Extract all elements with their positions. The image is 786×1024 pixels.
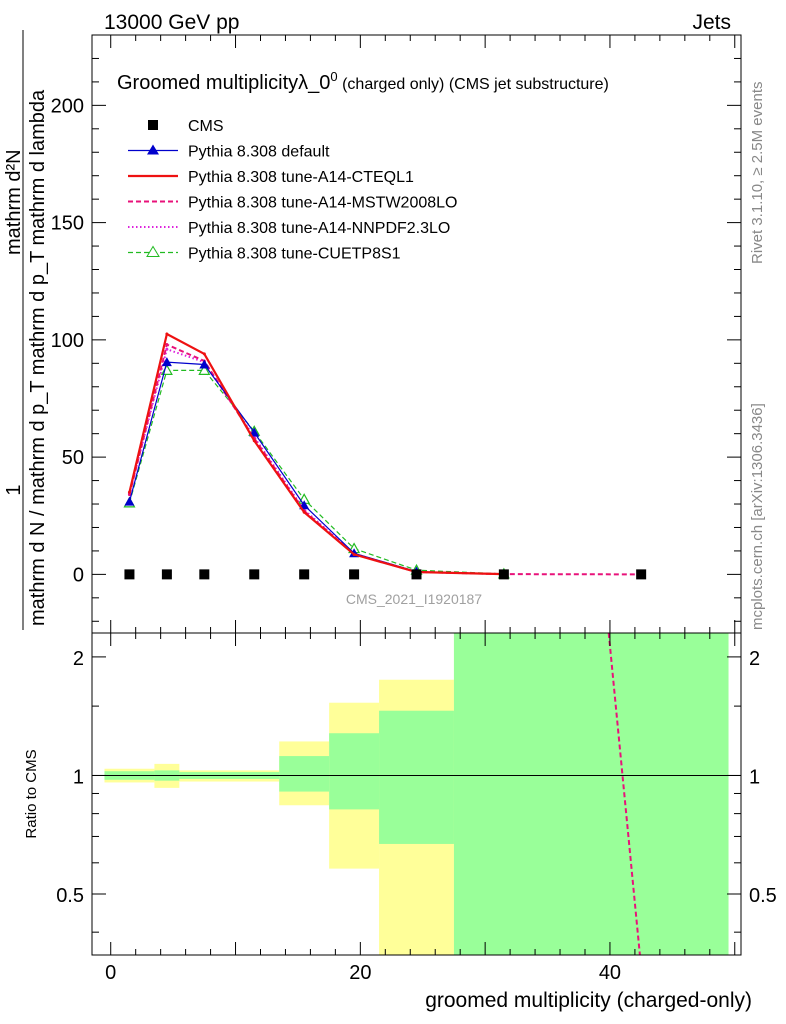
ratio-line-mstw <box>607 632 641 956</box>
series-line-cteql1 <box>128 332 504 576</box>
ratio-y-tick-label-right: 1 <box>749 766 760 788</box>
data-point-cms <box>636 569 647 580</box>
ratio-y-tick-label-right: 2 <box>749 648 760 670</box>
legend-label-nnpdf: Pythia 8.308 tune-A14-NNPDF2.3LO <box>188 220 450 237</box>
legend-label-cms: CMS <box>188 118 224 135</box>
y-tick-label: 100 <box>51 330 84 352</box>
legend-label-cuetp8s1: Pythia 8.308 tune-CUETP8S1 <box>188 246 401 263</box>
legend-label-cteql1: Pythia 8.308 tune-A14-CTEQL1 <box>188 169 414 186</box>
data-point-cms <box>349 569 360 580</box>
data-point-cteql1 <box>165 332 169 336</box>
data-point-cteql1 <box>127 490 131 494</box>
ratio-band-green <box>379 710 454 844</box>
x-tick-label: 20 <box>349 962 371 984</box>
plot-title-sup: 0 <box>330 69 337 84</box>
ylabel-top: mathrm d²N <box>3 149 25 255</box>
data-point-cms <box>498 569 509 580</box>
data-point-default <box>161 357 172 367</box>
ratio-band-green <box>453 633 729 955</box>
x-tick-label: 40 <box>599 962 621 984</box>
data-point-cteql1 <box>202 352 206 356</box>
svg-text:Groomed multiplicityλ_00 (char: Groomed multiplicityλ_00 (charged only) … <box>117 69 609 94</box>
series-line-default <box>128 361 504 575</box>
ratio-y-tick-label-left: 2 <box>73 648 84 670</box>
main-plot-panel: CMS_2021_I1920187 0 50 100 150 200 <box>51 34 742 634</box>
ratio-y-tick-label-left: 1 <box>73 766 84 788</box>
legend-marker-default <box>147 144 159 155</box>
x-tick-label: 0 <box>105 962 116 984</box>
rivet-version-label: Rivet 3.1.10, ≥ 2.5M events <box>749 82 766 265</box>
data-point-cms <box>124 569 135 580</box>
legend-label-mstw: Pythia 8.308 tune-A14-MSTW2008LO <box>188 195 457 212</box>
ylabel-numerator: 1 <box>3 484 25 495</box>
ratio-plot-frame <box>91 632 742 956</box>
ratio-band-green <box>279 756 330 792</box>
series-line-nnpdf <box>128 347 504 576</box>
data-point-cteql1 <box>252 439 256 443</box>
y-tick-label: 200 <box>51 95 84 117</box>
ylabel-denominator: mathrm d N / mathrm d p_T mathrm d p_T m… <box>27 89 49 626</box>
data-point-cuetp8s1 <box>198 364 211 375</box>
ratio-y-tick-label-right: 0.5 <box>749 885 777 907</box>
data-point-cteql1 <box>302 510 306 514</box>
y-tick-label: 0 <box>73 564 84 586</box>
x-axis-label: groomed multiplicity (charged-only) <box>425 989 752 1012</box>
series-line-mstw <box>128 343 642 576</box>
series-line-cuetp8s1 <box>128 369 504 575</box>
y-tick-label: 150 <box>51 213 84 235</box>
ratio-band-green <box>329 733 380 810</box>
header-left-label: 13000 GeV pp <box>104 11 239 34</box>
data-point-cms <box>249 569 260 580</box>
data-point-cms <box>161 569 172 580</box>
ratio-ylabel: Ratio to CMS <box>23 749 40 838</box>
data-point-default <box>124 496 135 506</box>
data-point-cms <box>411 569 422 580</box>
data-point-default <box>199 359 210 369</box>
watermark-label: CMS_2021_I1920187 <box>346 591 482 607</box>
legend-marker-cms <box>148 120 158 130</box>
ratio-plot-panel: 0.5 0.51 12 20 20 40 <box>56 632 777 984</box>
mcplots-label: mcplots.cern.ch [arXiv:1306.3436] <box>749 403 766 630</box>
plot-title-suffix: (charged only) (CMS jet substructure) <box>338 76 609 93</box>
plot-title-main: Groomed multiplicityλ_0 <box>117 72 330 94</box>
ratio-y-tick-label-left: 0.5 <box>56 885 84 907</box>
data-point-mstw <box>127 493 131 497</box>
legend-marker-cuetp8s1 <box>146 245 160 257</box>
data-point-cms <box>299 569 310 580</box>
chart-legend: CMS Pythia 8.308 default Pythia 8.308 tune… <box>128 118 457 263</box>
legend-label-default: Pythia 8.308 default <box>188 144 330 161</box>
data-point-nnpdf <box>165 347 169 351</box>
plot-title: Groomed multiplicityλ_00 (charged only) … <box>117 69 609 94</box>
data-point-cms <box>199 569 210 580</box>
data-point-cteql1 <box>352 552 356 556</box>
header-right-label: Jets <box>692 11 731 34</box>
data-point-mstw <box>165 343 169 347</box>
y-tick-label: 50 <box>62 447 84 469</box>
